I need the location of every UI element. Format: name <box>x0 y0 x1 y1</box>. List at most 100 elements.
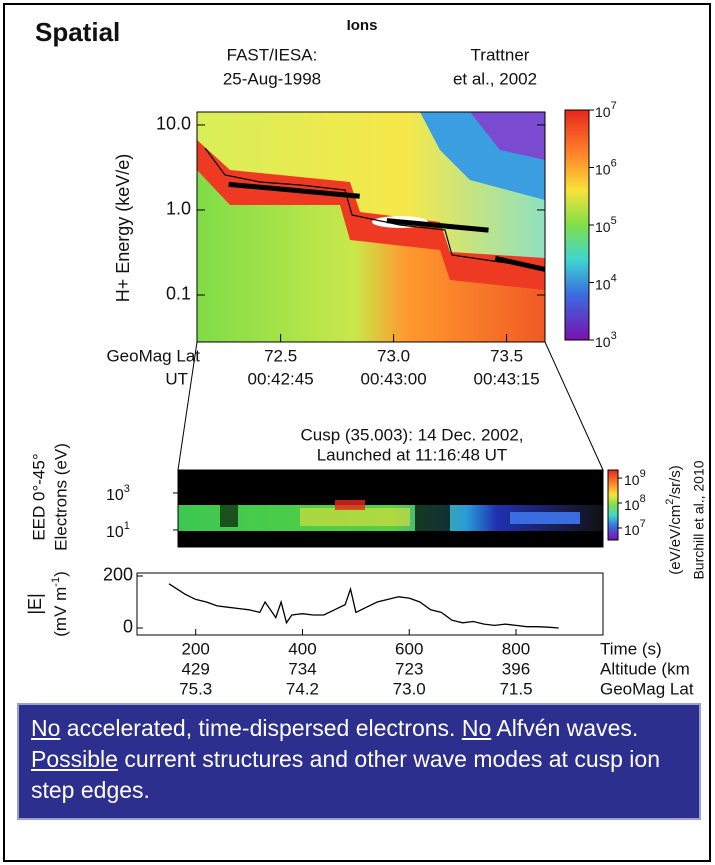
y-axis-label: EED 0°-45° <box>29 453 48 540</box>
annotation: FAST/IESA: <box>227 45 318 64</box>
x-row-label: 429 <box>182 659 210 678</box>
tick-base: 10 <box>595 104 611 120</box>
chart-title: Ions <box>347 17 378 34</box>
tick-exponent: 5 <box>611 215 617 227</box>
note-text: Alfvén waves. <box>491 715 639 741</box>
ion-colorbar <box>564 109 590 341</box>
electron-spectrogram <box>178 470 603 547</box>
x-row-label: 734 <box>288 659 316 678</box>
tick-label: 105 <box>595 215 617 235</box>
y-axis-label: |E| <box>25 593 45 614</box>
ion-spectrogram <box>197 112 546 342</box>
x-row-label: 71.5 <box>499 679 532 698</box>
zoom-line <box>544 341 604 471</box>
tick-base: 10 <box>595 219 611 235</box>
electron-colorbar <box>607 469 619 541</box>
tick-exponent: 6 <box>611 157 617 169</box>
row-name: Altitude (km <box>600 659 690 678</box>
x-row-label: 74.2 <box>286 679 319 698</box>
x-tick-label: 600 <box>395 639 423 658</box>
label-part: (eV/eV/cm <box>667 505 684 575</box>
tick-exponent: 3 <box>611 330 617 342</box>
note-box: No accelerated, time-dispersed electrons… <box>17 703 701 820</box>
x-tick-label: 400 <box>288 639 316 658</box>
row-name: UT <box>165 369 188 388</box>
x-row-label: 396 <box>502 659 530 678</box>
x-tick-label: 73.5 <box>490 346 523 365</box>
tick-base: 10 <box>624 497 640 513</box>
tick-label: 103 <box>106 483 130 504</box>
row-name: GeoMag Lat <box>600 679 694 698</box>
tick-label: 107 <box>624 518 646 538</box>
plot-frame <box>177 469 604 548</box>
y-tick-label: 1.0 <box>166 199 191 219</box>
tick-base: 10 <box>595 334 611 350</box>
x-tick-label: 72.5 <box>264 346 297 365</box>
plot-frame <box>196 111 546 343</box>
label-part: ) <box>51 571 70 577</box>
x-tick-label: 200 <box>182 639 210 658</box>
tick-exponent: 4 <box>611 272 617 284</box>
credit: Burchill et al., 2010 <box>691 460 707 579</box>
tick-exponent: 1 <box>124 520 130 532</box>
y-tick-label: 0.1 <box>166 284 191 304</box>
x-axis-label: Time (s) <box>600 639 662 658</box>
x-tick-label: 00:43:15 <box>473 369 539 388</box>
annotation: Trattner <box>471 45 530 64</box>
label-part: /sr/s) <box>667 465 684 498</box>
y-axis-label: Electrons (eV) <box>51 443 70 551</box>
annotation: 25-Aug-1998 <box>223 69 321 88</box>
chart-subtitle: Launched at 11:16:48 UT <box>317 445 508 464</box>
tick-base: 10 <box>595 161 611 177</box>
label-part: (mV m <box>51 587 70 637</box>
step-line <box>494 255 546 272</box>
note-text: accelerated, time-dispersed electrons. <box>60 715 462 741</box>
x-tick-label: 00:42:45 <box>248 369 314 388</box>
tick-label: 101 <box>106 520 130 541</box>
annotation: et al., 2002 <box>453 69 537 88</box>
tick-exponent: 3 <box>124 483 130 495</box>
tick-label: 107 <box>595 100 617 120</box>
tick-label: 103 <box>595 330 617 350</box>
note-text: No <box>31 715 61 741</box>
y-tick-label: 10.0 <box>156 114 191 134</box>
note-text: Possible <box>31 746 118 772</box>
row-name: GeoMag Lat <box>106 346 200 365</box>
x-row-label: 723 <box>395 659 423 678</box>
tick-exponent: 8 <box>640 493 646 505</box>
y-axis-label: H+ Energy (keV/e) <box>113 154 133 303</box>
superscript: -1 <box>50 577 62 587</box>
tick-exponent: 7 <box>640 518 646 530</box>
tick-base: 10 <box>106 524 124 541</box>
axis-label: (mV m-1) <box>50 571 71 637</box>
line-series <box>168 583 559 629</box>
frame <box>3 3 711 862</box>
plot-frame <box>136 572 604 636</box>
tick-label: 109 <box>624 468 646 488</box>
x-row-label: 75.3 <box>179 679 212 698</box>
zoom-line <box>177 341 198 471</box>
tick-exponent: 7 <box>611 100 617 112</box>
x-row-label: 73.0 <box>393 679 426 698</box>
tick-exponent: 9 <box>640 468 646 480</box>
tick-label: 106 <box>595 157 617 177</box>
superscript: 2 <box>664 499 676 505</box>
step-line <box>386 218 489 233</box>
slide-title: Spatial <box>35 17 120 47</box>
axis-label: (eV/eV/cm2/sr/s) <box>664 465 684 574</box>
step-line <box>228 181 360 199</box>
tick-label: 104 <box>595 272 617 292</box>
tick-base: 10 <box>595 276 611 292</box>
y-tick-label: 0 <box>123 617 133 637</box>
tick-base: 10 <box>106 487 124 504</box>
tick-base: 10 <box>624 472 640 488</box>
x-tick-label: 00:43:00 <box>361 369 427 388</box>
x-tick-label: 73.0 <box>377 346 410 365</box>
y-tick-label: 200 <box>103 565 133 585</box>
tick-base: 10 <box>624 522 640 538</box>
note-text: current structures and other wave modes … <box>31 746 660 803</box>
x-tick-label: 800 <box>502 639 530 658</box>
tick-label: 108 <box>624 493 646 513</box>
